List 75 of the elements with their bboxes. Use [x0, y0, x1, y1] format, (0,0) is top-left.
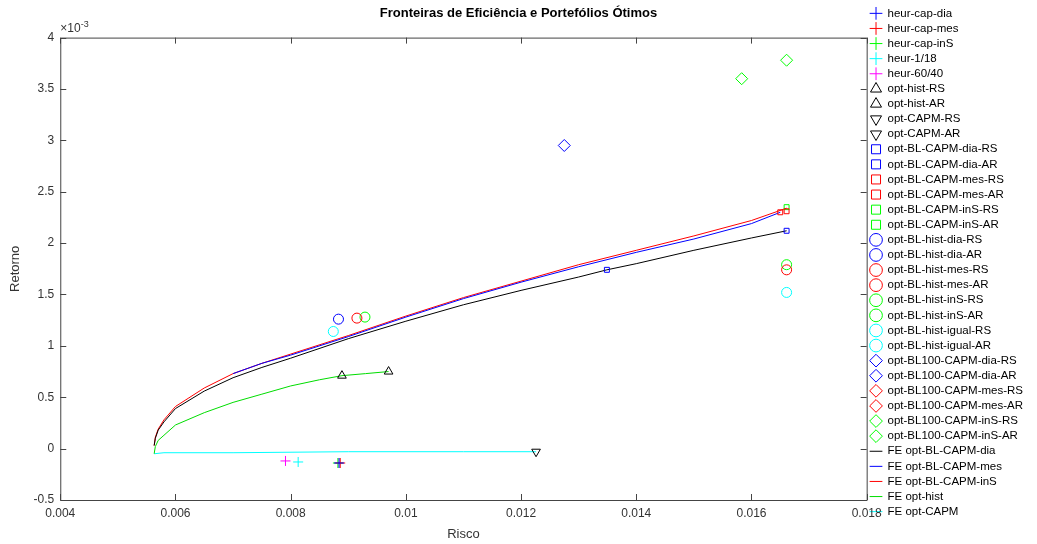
y-tick-label: 1	[47, 338, 55, 353]
legend-label: heur-cap-inS	[887, 36, 954, 49]
legend-label: opt-BL100-CAPM-dia-RS	[887, 353, 1017, 366]
y-tick-label: 3.5	[37, 81, 55, 96]
legend-label: heur-cap-mes	[887, 21, 959, 34]
point	[603, 266, 610, 273]
point	[351, 312, 363, 324]
x-tick-label: 0.01	[394, 505, 418, 520]
legend-label: opt-hist-AR	[887, 97, 946, 110]
legend-label: heur-1/18	[887, 51, 937, 64]
legend-label: opt-CAPM-RS	[887, 112, 961, 125]
legend-label: opt-BL-hist-inS-AR	[887, 308, 984, 321]
x-tick-label: 0.006	[160, 505, 191, 520]
point	[279, 455, 291, 467]
x-axis-title: Risco	[447, 525, 480, 541]
y-tick-label: 1.5	[37, 286, 55, 301]
x-tick-label: 0.016	[736, 505, 767, 520]
legend-label: opt-BL-hist-mes-AR	[887, 278, 989, 291]
point	[337, 370, 347, 379]
legend-label: heur-cap-dia	[887, 6, 953, 19]
y-tick-label: 0	[47, 440, 55, 455]
legend-label: opt-BL100-CAPM-mes-AR	[887, 399, 1023, 412]
x-tick-label: 0.018	[851, 505, 883, 520]
legend-label: FE opt-CAPM	[887, 504, 959, 517]
point	[783, 204, 790, 211]
y-tick-label: 3	[47, 132, 55, 147]
x-tick-label: 0.012	[506, 505, 537, 520]
point	[531, 448, 541, 458]
point	[359, 311, 371, 323]
point	[783, 208, 790, 215]
legend-label: opt-BL100-CAPM-inS-RS	[887, 414, 1019, 427]
legend-label: FE opt-hist	[887, 489, 944, 502]
point	[783, 227, 790, 234]
y-tick-label: 4	[47, 29, 55, 44]
chart-title: Fronteiras de Eficiência e Portefólios Ótimos	[379, 5, 658, 21]
point	[383, 366, 394, 375]
point	[332, 313, 344, 325]
legend-label: opt-BL-CAPM-dia-RS	[887, 142, 998, 155]
point	[292, 456, 304, 468]
y-tick-label: 0.5	[37, 389, 55, 404]
legend-label: heur-60/40	[887, 66, 944, 79]
point	[777, 209, 784, 216]
x-tick-label: 0.014	[621, 505, 652, 520]
point	[781, 264, 793, 276]
legend-label: opt-BL-CAPM-dia-AR	[887, 157, 998, 170]
legend-label: opt-BL-CAPM-inS-AR	[887, 217, 999, 230]
legend-label: opt-BL-hist-dia-RS	[887, 233, 983, 246]
legend-label: opt-BL-hist-igual-AR	[887, 338, 992, 351]
legend-label: opt-BL100-CAPM-dia-AR	[887, 368, 1017, 381]
point	[780, 53, 794, 67]
x-tick-label: 0.008	[275, 505, 307, 520]
legend-label: opt-hist-RS	[887, 82, 946, 95]
legend-label: opt-BL-hist-dia-AR	[887, 248, 983, 261]
point	[557, 138, 571, 152]
legend-label: opt-BL-hist-inS-RS	[887, 293, 984, 306]
legend-label: opt-BL-CAPM-mes-RS	[887, 172, 1005, 185]
legend-label: opt-BL100-CAPM-mes-RS	[887, 384, 1024, 397]
legend-label: opt-BL-hist-igual-RS	[887, 323, 992, 336]
y-axis-title: Retorno	[7, 245, 23, 292]
legend-label: opt-BL-CAPM-mes-AR	[887, 187, 1004, 200]
y-tick-label: 2.5	[37, 184, 55, 199]
y-tick-label: 2	[47, 235, 55, 250]
point	[781, 259, 793, 271]
legend-label: opt-BL-hist-mes-RS	[887, 263, 989, 276]
y-tick-label: -0.5	[33, 492, 55, 507]
x-tick-label: 0.004	[45, 505, 76, 520]
legend-label: FE opt-BL-CAPM-dia	[887, 444, 997, 457]
legend-label: opt-BL100-CAPM-inS-AR	[887, 429, 1018, 442]
legend-label: FE opt-BL-CAPM-mes	[887, 459, 1003, 472]
point	[781, 286, 793, 298]
point	[327, 325, 339, 337]
legend-label: FE opt-BL-CAPM-inS	[887, 474, 998, 487]
legend-label: opt-CAPM-AR	[887, 127, 961, 140]
legend-label: opt-BL-CAPM-inS-RS	[887, 202, 1000, 215]
point	[735, 72, 749, 86]
